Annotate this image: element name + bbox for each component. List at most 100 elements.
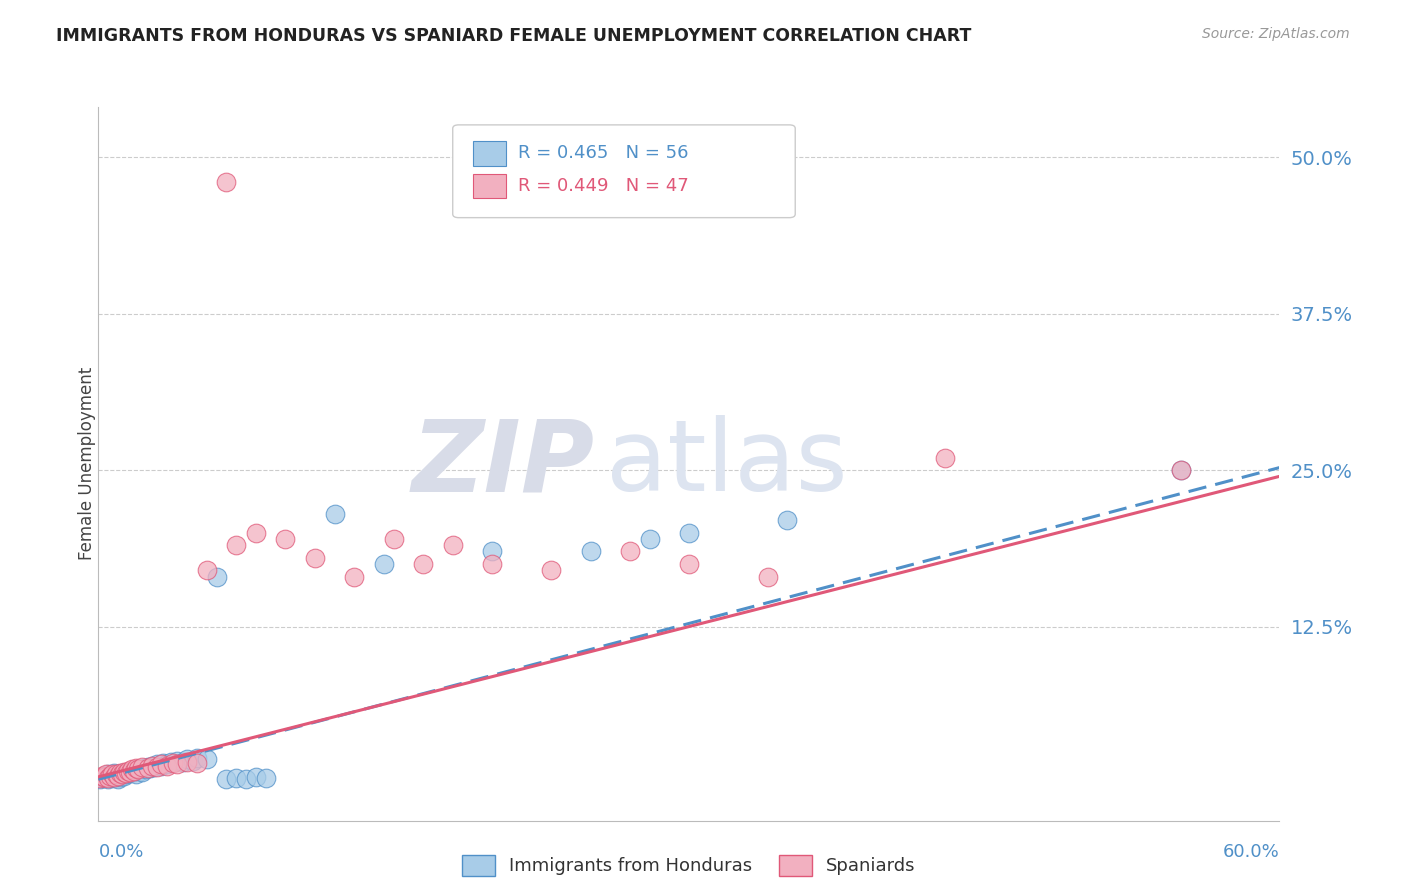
Point (481, 557, 503, 571)
Point (1170, 463, 1192, 477)
Point (118, 766, 141, 780)
Point (215, 175, 238, 189)
Point (678, 525, 700, 540)
Point (382, 532, 405, 546)
Point (103, 770, 125, 784)
Point (323, 507, 346, 521)
Point (97, 771, 120, 785)
Point (131, 764, 153, 779)
Point (142, 760, 165, 774)
Point (96, 768, 118, 782)
Point (638, 532, 661, 546)
Point (150, 757, 173, 772)
Point (132, 761, 155, 775)
Point (98, 770, 121, 784)
Point (125, 767, 148, 781)
Point (441, 538, 464, 552)
Point (152, 756, 174, 770)
Point (373, 557, 395, 571)
Point (107, 768, 129, 782)
Point (108, 770, 131, 784)
Text: 0.0%: 0.0% (98, 843, 143, 861)
Point (150, 758, 173, 772)
Point (412, 557, 434, 571)
Point (117, 764, 139, 779)
Text: 60.0%: 60.0% (1223, 843, 1279, 861)
Point (181, 754, 204, 768)
Point (481, 544, 503, 558)
Bar (472, 141, 506, 166)
Point (127, 762, 149, 776)
Point (254, 771, 277, 785)
Point (97, 772, 120, 787)
Bar (472, 174, 506, 198)
Point (215, 772, 238, 787)
Point (91, 768, 114, 782)
Point (103, 771, 125, 785)
Point (111, 767, 134, 781)
Point (162, 756, 184, 770)
Point (103, 766, 125, 780)
Point (141, 758, 163, 772)
Point (135, 762, 157, 776)
Point (156, 758, 179, 772)
Point (91, 770, 114, 784)
Point (97, 767, 120, 781)
Point (146, 760, 169, 774)
Text: R = 0.465   N = 56: R = 0.465 N = 56 (517, 144, 688, 161)
Y-axis label: Female Unemployment: Female Unemployment (79, 368, 96, 560)
Text: atlas: atlas (606, 416, 848, 512)
Point (125, 761, 148, 775)
Text: Source: ZipAtlas.com: Source: ZipAtlas.com (1202, 27, 1350, 41)
Point (343, 569, 366, 583)
Point (304, 550, 326, 565)
Point (176, 755, 198, 769)
Point (225, 538, 247, 552)
Point (105, 767, 128, 781)
Point (166, 754, 188, 768)
Point (136, 761, 159, 775)
Point (166, 757, 188, 772)
Point (176, 752, 198, 766)
Point (98, 768, 121, 782)
Point (117, 764, 139, 778)
Point (1170, 463, 1192, 477)
Point (186, 756, 208, 770)
Point (579, 544, 602, 558)
Point (225, 771, 247, 785)
Point (89, 771, 111, 785)
Text: R = 0.449   N = 47: R = 0.449 N = 47 (517, 177, 689, 194)
Point (934, 450, 956, 465)
Point (160, 755, 183, 769)
Point (131, 760, 153, 774)
Point (195, 752, 218, 766)
Point (146, 757, 169, 772)
FancyBboxPatch shape (453, 125, 796, 218)
Point (105, 768, 128, 782)
Point (186, 751, 208, 765)
Point (172, 755, 194, 769)
Point (101, 768, 124, 782)
Point (96, 767, 118, 781)
Point (127, 762, 149, 776)
Point (112, 768, 135, 782)
Point (274, 532, 297, 546)
Point (136, 760, 159, 774)
Point (93, 770, 115, 784)
Text: IMMIGRANTS FROM HONDURAS VS SPANIARD FEMALE UNEMPLOYMENT CORRELATION CHART: IMMIGRANTS FROM HONDURAS VS SPANIARD FEM… (56, 27, 972, 45)
Point (121, 762, 143, 776)
Point (619, 544, 641, 558)
Point (245, 770, 267, 784)
Point (156, 757, 179, 772)
Point (112, 764, 135, 779)
Point (107, 767, 129, 781)
Point (115, 766, 138, 780)
Point (195, 563, 218, 577)
Point (205, 569, 228, 583)
Point (118, 764, 141, 779)
Point (122, 764, 145, 779)
Point (111, 766, 134, 780)
Point (108, 766, 131, 780)
Point (101, 767, 124, 781)
Point (678, 557, 700, 571)
